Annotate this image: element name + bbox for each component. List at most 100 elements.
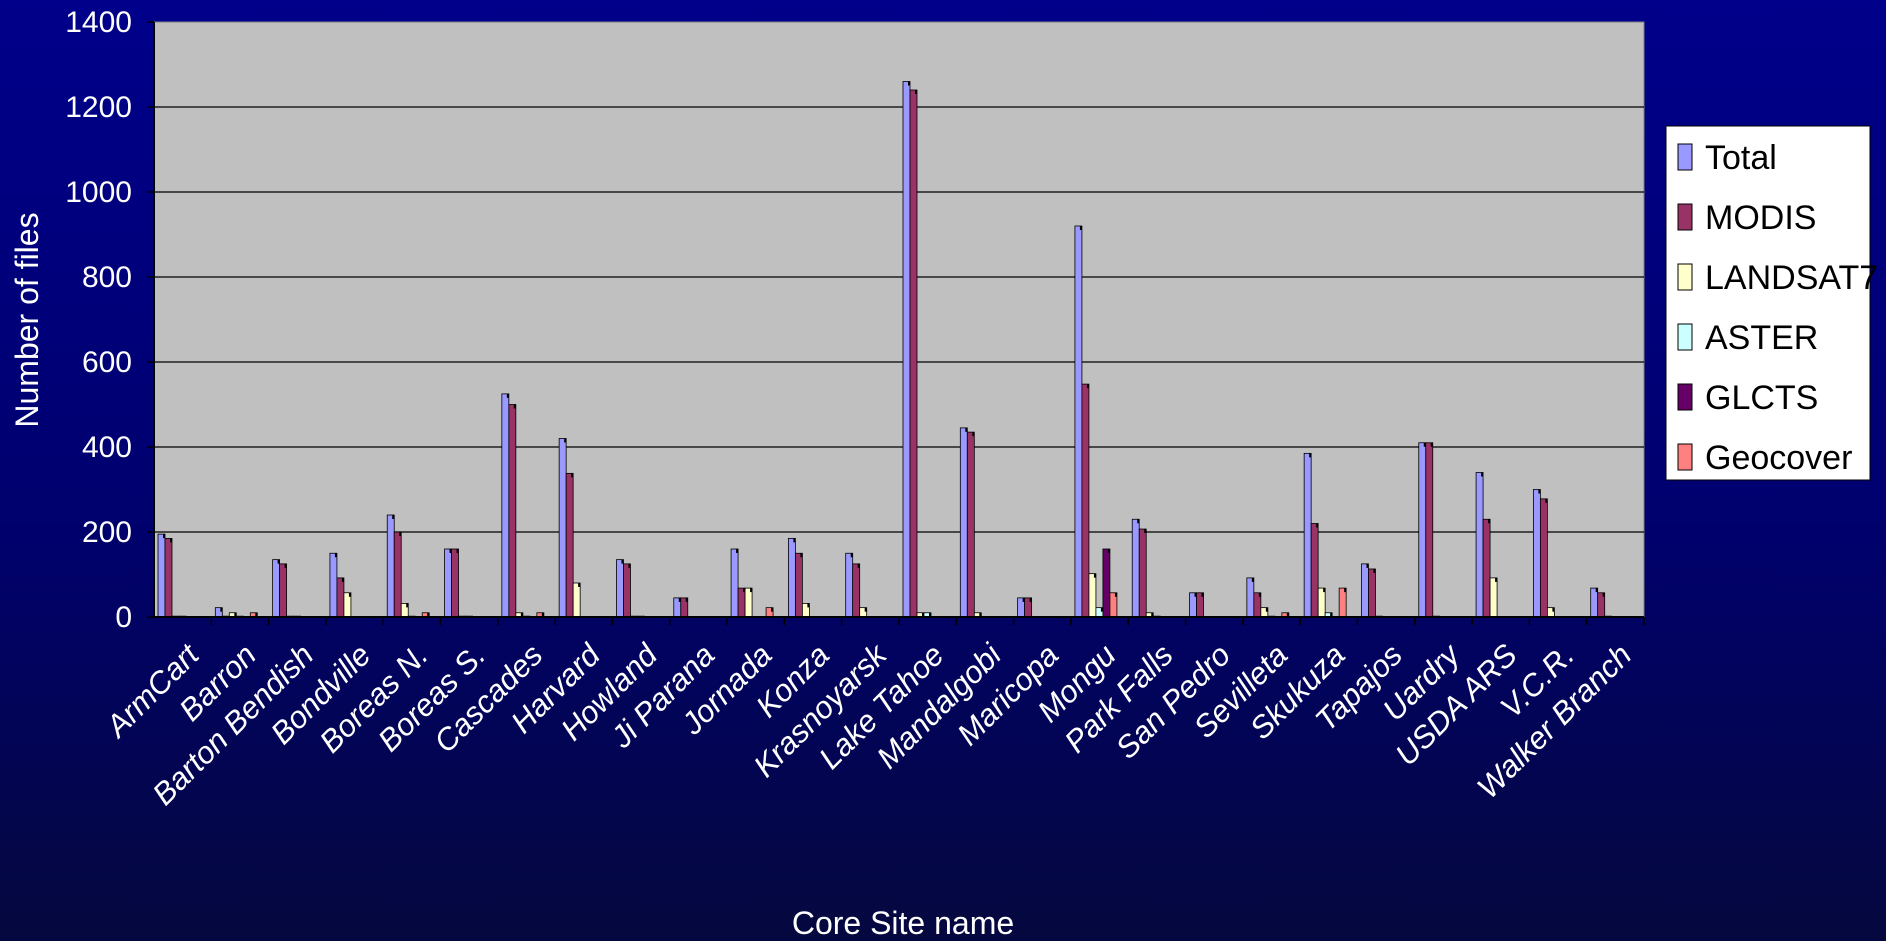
plot-area [153,21,1645,618]
bar-cap [1093,573,1096,578]
bar-total-harvard [558,438,567,618]
bar-cap [922,612,924,617]
bar-cap [793,538,796,543]
bar-cap [864,607,867,612]
bar-modis-boreas-s [451,548,459,618]
bar-total-mandalgobi [959,427,968,618]
bar-cap [399,532,402,536]
bar-cap [857,563,860,568]
bar-total-konza [787,537,796,618]
bar-modis-uardry [1425,442,1434,618]
bar-landsat7-jornada [744,587,753,618]
bar-cap [1286,612,1289,617]
bar-cap [406,603,409,608]
legend-swatch-geocover [1677,443,1693,471]
bar-total-howland [616,559,624,618]
bar-total-boreas-s [444,548,452,618]
bar-cap [1086,384,1089,389]
bar-cap [1495,577,1498,582]
bar-total-barton-bendish [272,559,281,618]
legend-swatch-glcts [1677,383,1693,411]
bar-cap [1251,577,1254,582]
bar-total-uardry [1418,442,1427,618]
bar-cap [234,612,237,617]
bar-total-lake-tahoe [902,81,911,618]
bar-cap [170,538,172,543]
bar-geocover-skukuza [1338,587,1347,618]
y-axis-title: Number of files [9,212,45,427]
bar-landsat7-mongu [1088,573,1097,618]
legend-box [1665,125,1871,481]
bar-modis-tapajos [1368,568,1376,618]
bar-cap [979,612,982,617]
bar-cap [850,553,853,558]
bar-cap [284,563,287,568]
bar-cap [929,612,931,617]
bar-cap [678,597,681,602]
bar-landsat7-skukuza [1317,587,1326,618]
y-axis-ticks: 0 200 400 600 800 1000 1200 1400 [65,6,154,634]
legend-label-total: Total [1705,139,1777,177]
bar-cap [1481,472,1484,477]
bar-total-tapajos [1361,563,1369,618]
bar-cap [1144,529,1147,534]
bar-cap [541,612,544,617]
bar-cap [348,592,351,597]
bar-modis-bondville [336,577,345,618]
bar-cap [456,549,459,553]
bar-cap [743,588,746,593]
bar-cap [392,515,395,519]
bar-landsat7-harvard [572,582,581,618]
bar-landsat7-usda-ars [1489,577,1498,618]
bar-cap [1309,453,1312,458]
legend-swatch-landsat7 [1677,263,1693,291]
bar-total-usda-ars [1475,472,1484,618]
bar-total-cascades [501,393,510,618]
bar-modis-boreas-n [393,531,402,618]
bar-total-bondville [329,552,338,618]
legend-swatch-total [1677,143,1693,171]
bar-modis-barton-bendish [279,563,288,618]
bar-cap [1545,498,1548,503]
bar-cap [1100,607,1103,612]
x-axis-title: Core Site name [792,905,1014,941]
bar-modis-krasnoyarsk [852,563,861,618]
bar-modis-harvard [565,472,574,618]
legend-label-landsat7: LANDSAT7 [1705,259,1878,297]
bar-cap [800,553,803,558]
y-tick-label: 200 [82,516,132,549]
bar-cap [1258,592,1261,597]
bar-glcts-mongu [1102,548,1111,618]
legend-label-glcts: GLCTS [1705,379,1818,417]
bar-cap [908,81,910,86]
bar-cap [621,559,624,564]
bar-cap [1373,568,1376,573]
bar-cap [965,427,968,432]
legend-label-aster: ASTER [1705,319,1818,357]
bar-cap [1201,592,1204,597]
bar-total-skukuza [1303,452,1312,618]
bar-modis-lake-tahoe [909,89,918,618]
bar-cap [736,549,739,553]
bar-cap [571,473,574,478]
bar-cap [578,583,581,587]
bar-cap [1595,588,1598,593]
bar-cap [255,612,258,617]
bar-cap [1316,523,1319,528]
y-tick-label: 1000 [65,176,132,209]
bar-cap [1538,489,1541,494]
bar-cap [1079,226,1082,230]
bar-cap [1430,442,1433,447]
bar-modis-howland [623,563,631,618]
bar-cap [513,404,516,409]
bar-cap [564,438,567,443]
bar-cap [1265,607,1268,612]
bar-cap [1366,563,1369,568]
bar-cap [915,90,917,94]
legend-label-geocover: Geocover [1705,439,1852,477]
bar-cap [750,588,753,593]
bar-modis-cascades [508,404,517,618]
bar-modis-park-falls [1138,528,1147,618]
